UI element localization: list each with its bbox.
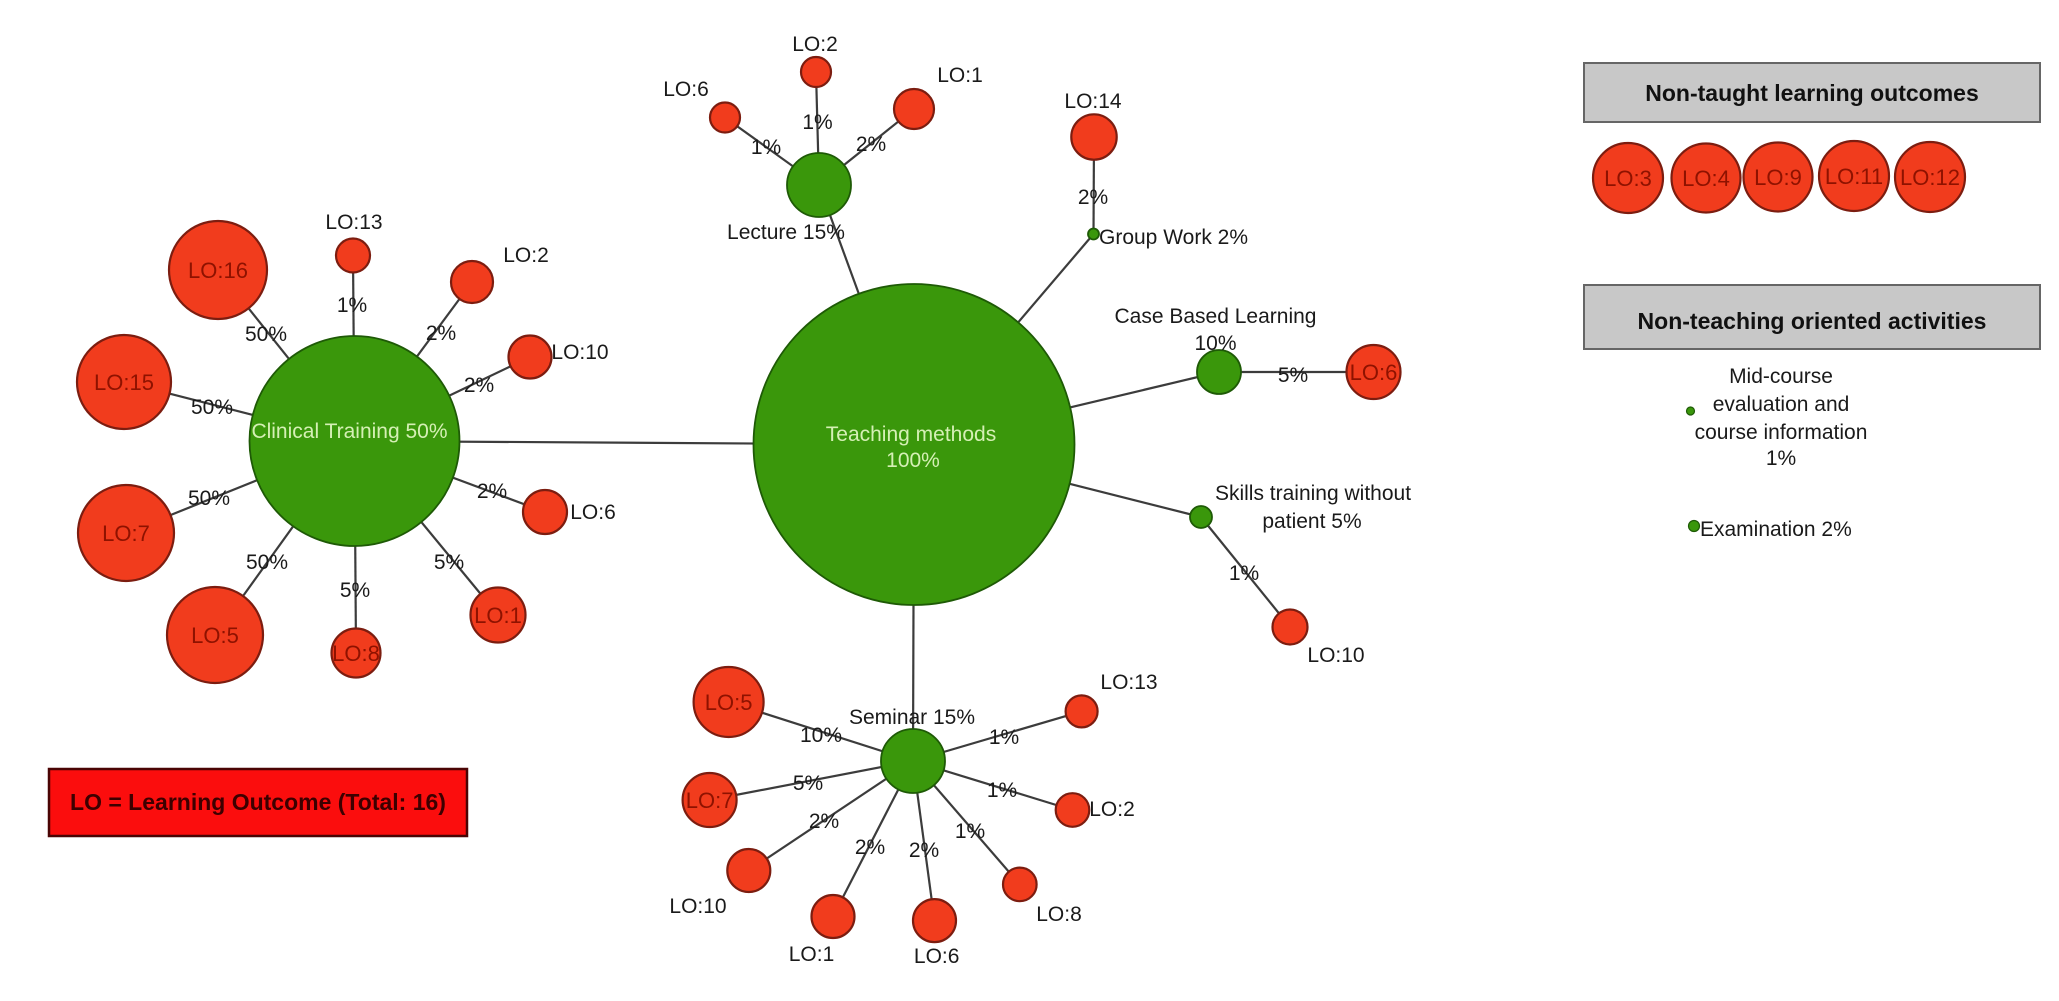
svg-text:LO:1: LO:1	[789, 943, 835, 966]
svg-text:LO = Learning Outcome (Total:: LO = Learning Outcome (Total: 16)	[70, 789, 446, 815]
svg-text:LO:15: LO:15	[94, 370, 154, 395]
svg-text:LO:3: LO:3	[1604, 166, 1652, 191]
svg-text:LO:10: LO:10	[551, 341, 608, 364]
svg-text:2%: 2%	[856, 133, 886, 156]
svg-text:1%: 1%	[1766, 447, 1796, 470]
svg-text:Lecture 15%: Lecture 15%	[727, 221, 845, 244]
svg-text:1%: 1%	[337, 294, 367, 317]
svg-text:LO:11: LO:11	[1825, 164, 1883, 189]
svg-text:Teaching methods: Teaching methods	[826, 423, 996, 446]
svg-text:2%: 2%	[426, 322, 456, 345]
svg-text:LO:5: LO:5	[705, 690, 753, 715]
svg-text:2%: 2%	[909, 839, 939, 862]
svg-text:2%: 2%	[464, 374, 494, 397]
svg-text:2%: 2%	[855, 836, 885, 859]
svg-text:LO:16: LO:16	[188, 258, 248, 283]
svg-text:Clinical Training 50%: Clinical Training 50%	[251, 420, 447, 443]
svg-text:Non-teaching oriented activiti: Non-teaching oriented activities	[1638, 308, 1987, 334]
svg-text:LO:2: LO:2	[503, 244, 549, 267]
svg-text:50%: 50%	[191, 396, 233, 419]
svg-text:Group Work 2%: Group Work 2%	[1099, 226, 1248, 249]
svg-text:1%: 1%	[989, 726, 1019, 749]
svg-text:5%: 5%	[434, 551, 464, 574]
svg-text:LO:10: LO:10	[1307, 644, 1364, 667]
svg-text:LO:5: LO:5	[191, 623, 239, 648]
svg-text:Non-taught learning outcomes: Non-taught learning outcomes	[1645, 80, 1979, 106]
svg-text:10%: 10%	[1194, 332, 1236, 355]
svg-text:Case Based Learning: Case Based Learning	[1115, 305, 1317, 328]
svg-text:1%: 1%	[751, 136, 781, 159]
svg-text:LO:10: LO:10	[669, 895, 726, 918]
svg-text:LO:2: LO:2	[1089, 798, 1135, 821]
svg-text:LO:12: LO:12	[1900, 165, 1960, 190]
svg-text:LO:6: LO:6	[663, 78, 709, 101]
svg-text:50%: 50%	[245, 323, 287, 346]
svg-text:LO:9: LO:9	[1754, 165, 1802, 190]
svg-text:LO:1: LO:1	[474, 603, 522, 628]
svg-text:Examination 2%: Examination 2%	[1700, 518, 1852, 541]
svg-text:1%: 1%	[987, 779, 1017, 802]
svg-text:LO:8: LO:8	[332, 641, 380, 666]
svg-text:LO:6: LO:6	[570, 501, 616, 524]
svg-text:LO:1: LO:1	[937, 64, 983, 87]
svg-text:LO:14: LO:14	[1064, 90, 1122, 113]
svg-text:Mid-course: Mid-course	[1729, 365, 1833, 388]
svg-text:5%: 5%	[793, 772, 823, 795]
svg-text:2%: 2%	[809, 810, 839, 833]
svg-text:LO:6: LO:6	[914, 945, 960, 968]
svg-text:LO:4: LO:4	[1682, 166, 1730, 191]
svg-text:patient 5%: patient 5%	[1262, 510, 1361, 533]
svg-text:LO:13: LO:13	[1100, 671, 1157, 694]
svg-text:LO:6: LO:6	[1350, 360, 1398, 385]
svg-text:1%: 1%	[1229, 562, 1259, 585]
svg-text:50%: 50%	[246, 551, 288, 574]
svg-text:10%: 10%	[800, 724, 842, 747]
svg-text:5%: 5%	[340, 579, 370, 602]
svg-text:Skills training without: Skills training without	[1215, 482, 1411, 505]
svg-text:2%: 2%	[1078, 186, 1108, 209]
svg-text:LO:7: LO:7	[686, 788, 734, 813]
svg-text:evaluation and: evaluation and	[1713, 393, 1850, 416]
svg-text:50%: 50%	[188, 487, 230, 510]
svg-text:1%: 1%	[802, 111, 832, 134]
svg-text:2%: 2%	[477, 480, 507, 503]
svg-text:LO:13: LO:13	[325, 211, 382, 234]
svg-text:5%: 5%	[1278, 364, 1308, 387]
svg-text:LO:8: LO:8	[1036, 903, 1082, 926]
svg-text:100%: 100%	[886, 449, 940, 472]
svg-text:course information: course information	[1695, 421, 1868, 444]
svg-text:LO:7: LO:7	[102, 521, 150, 546]
svg-text:Seminar 15%: Seminar 15%	[849, 706, 975, 729]
svg-text:LO:2: LO:2	[792, 33, 838, 56]
svg-text:1%: 1%	[955, 820, 985, 843]
